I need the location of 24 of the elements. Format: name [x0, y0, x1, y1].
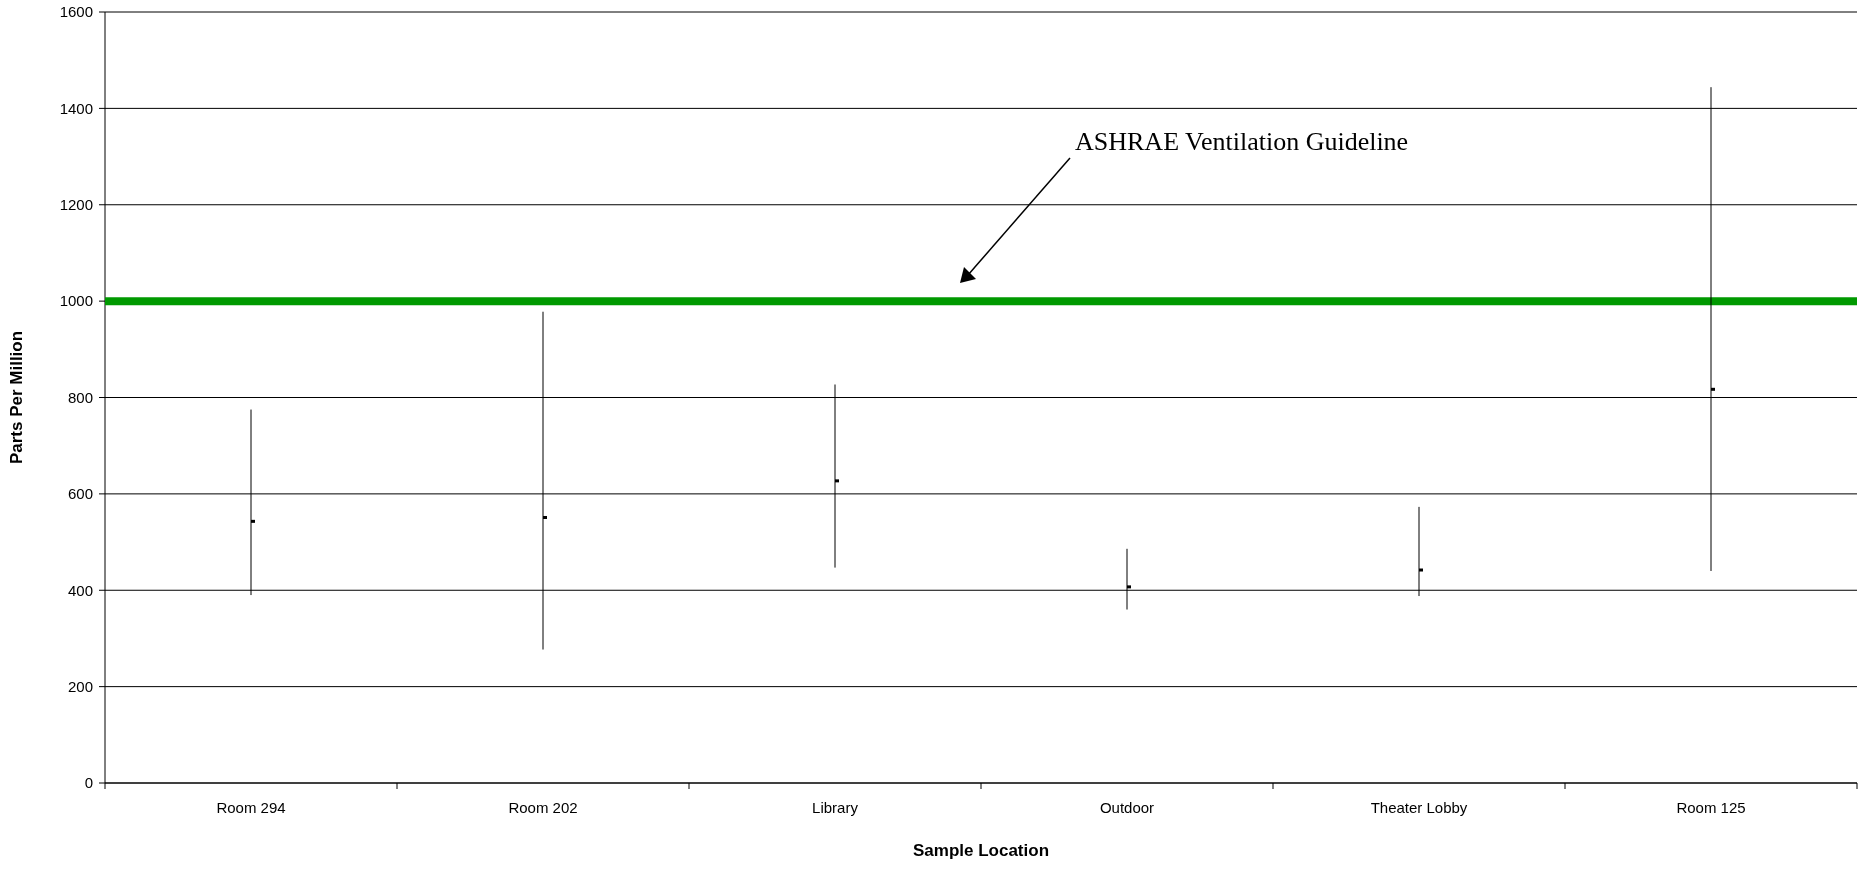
y-tick-label: 200: [67, 677, 93, 695]
x-tick-label: Room 125: [1676, 799, 1746, 816]
y-tick-label: 1000: [59, 292, 93, 310]
x-tick-label: Room 294: [216, 799, 286, 816]
point: [543, 515, 547, 519]
y-tick-label: 1400: [59, 99, 93, 117]
y-tick-label: 600: [67, 485, 93, 503]
x-tick-label: Room 202: [508, 799, 578, 816]
y-tick-label: 800: [67, 388, 93, 406]
x-tick-label: Outdoor: [1099, 799, 1155, 816]
y-axis-title: Parts Per Million: [7, 330, 26, 465]
point: [1419, 568, 1423, 572]
x-tick-label: Library: [812, 799, 859, 816]
x-tick-label: Theater Lobby: [1370, 799, 1468, 816]
y-tick-label: 1600: [59, 3, 93, 21]
point: [1711, 387, 1715, 391]
y-tick-label: 0: [84, 774, 93, 792]
point: [1127, 585, 1131, 589]
x-axis-title: Sample Location: [912, 841, 1050, 860]
annotation: ASHRAE Ventilation Guideline: [1075, 127, 1409, 156]
y-tick-label: 400: [67, 581, 93, 599]
point: [251, 519, 255, 523]
y-tick-label: 1200: [59, 196, 93, 213]
point: [835, 479, 839, 483]
